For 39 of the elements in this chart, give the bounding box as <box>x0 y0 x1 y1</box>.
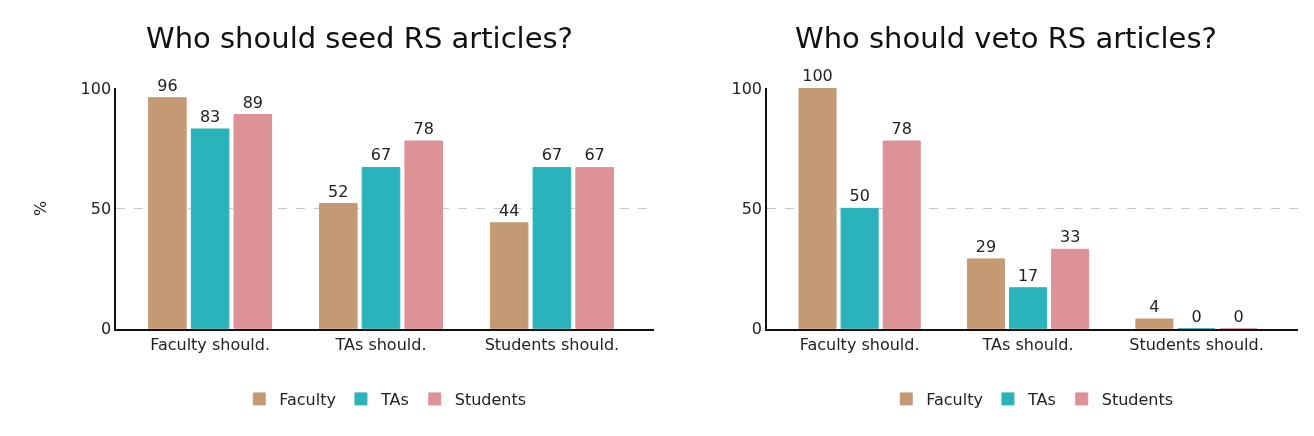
data-label: 67 <box>370 145 392 165</box>
data-label: 50 <box>849 186 870 206</box>
data-label: 78 <box>413 119 434 139</box>
data-label: 33 <box>1059 227 1081 247</box>
data-label: 4 <box>1149 297 1160 317</box>
data-label: 52 <box>328 181 349 201</box>
data-label: 83 <box>199 106 221 126</box>
data-label: 89 <box>242 92 263 112</box>
y-axis-title: % <box>31 200 51 216</box>
data-label: 100 <box>802 66 833 86</box>
legend-label: TAs <box>1026 390 1056 410</box>
data-label: 17 <box>1017 265 1039 285</box>
chart-title: Who should veto RS articles? <box>795 21 1217 55</box>
y-tick-label: 50 <box>741 198 763 218</box>
x-tick-label: Students should. <box>1129 334 1264 354</box>
legend-label: Students <box>1101 390 1174 410</box>
data-label: 67 <box>584 145 605 165</box>
data-label: 44 <box>498 200 520 220</box>
data-label: 0 <box>1191 306 1202 326</box>
x-tick-label: Faculty should. <box>799 334 920 354</box>
legend-label: Students <box>454 390 527 410</box>
chart-title: Who should seed RS articles? <box>146 21 573 55</box>
legend-label: Faculty <box>926 390 983 410</box>
data-label: 29 <box>975 236 997 256</box>
y-tick-label: 0 <box>100 319 112 339</box>
x-tick-label: TAs should. <box>981 334 1074 354</box>
data-label: 0 <box>1233 306 1244 326</box>
data-label: 78 <box>891 119 912 139</box>
data-label: 96 <box>157 75 178 95</box>
data-label: 67 <box>541 145 563 165</box>
legend-label: TAs <box>379 390 409 410</box>
y-tick-label: 50 <box>90 198 112 218</box>
y-tick-label: 0 <box>751 319 763 339</box>
x-tick-label: TAs should. <box>334 334 427 354</box>
y-tick-label: 100 <box>731 78 763 98</box>
x-tick-label: Faculty should. <box>150 334 271 354</box>
legend-label: Faculty <box>279 390 336 410</box>
x-tick-label: Students should. <box>484 334 620 354</box>
y-tick-label: 100 <box>80 78 112 98</box>
